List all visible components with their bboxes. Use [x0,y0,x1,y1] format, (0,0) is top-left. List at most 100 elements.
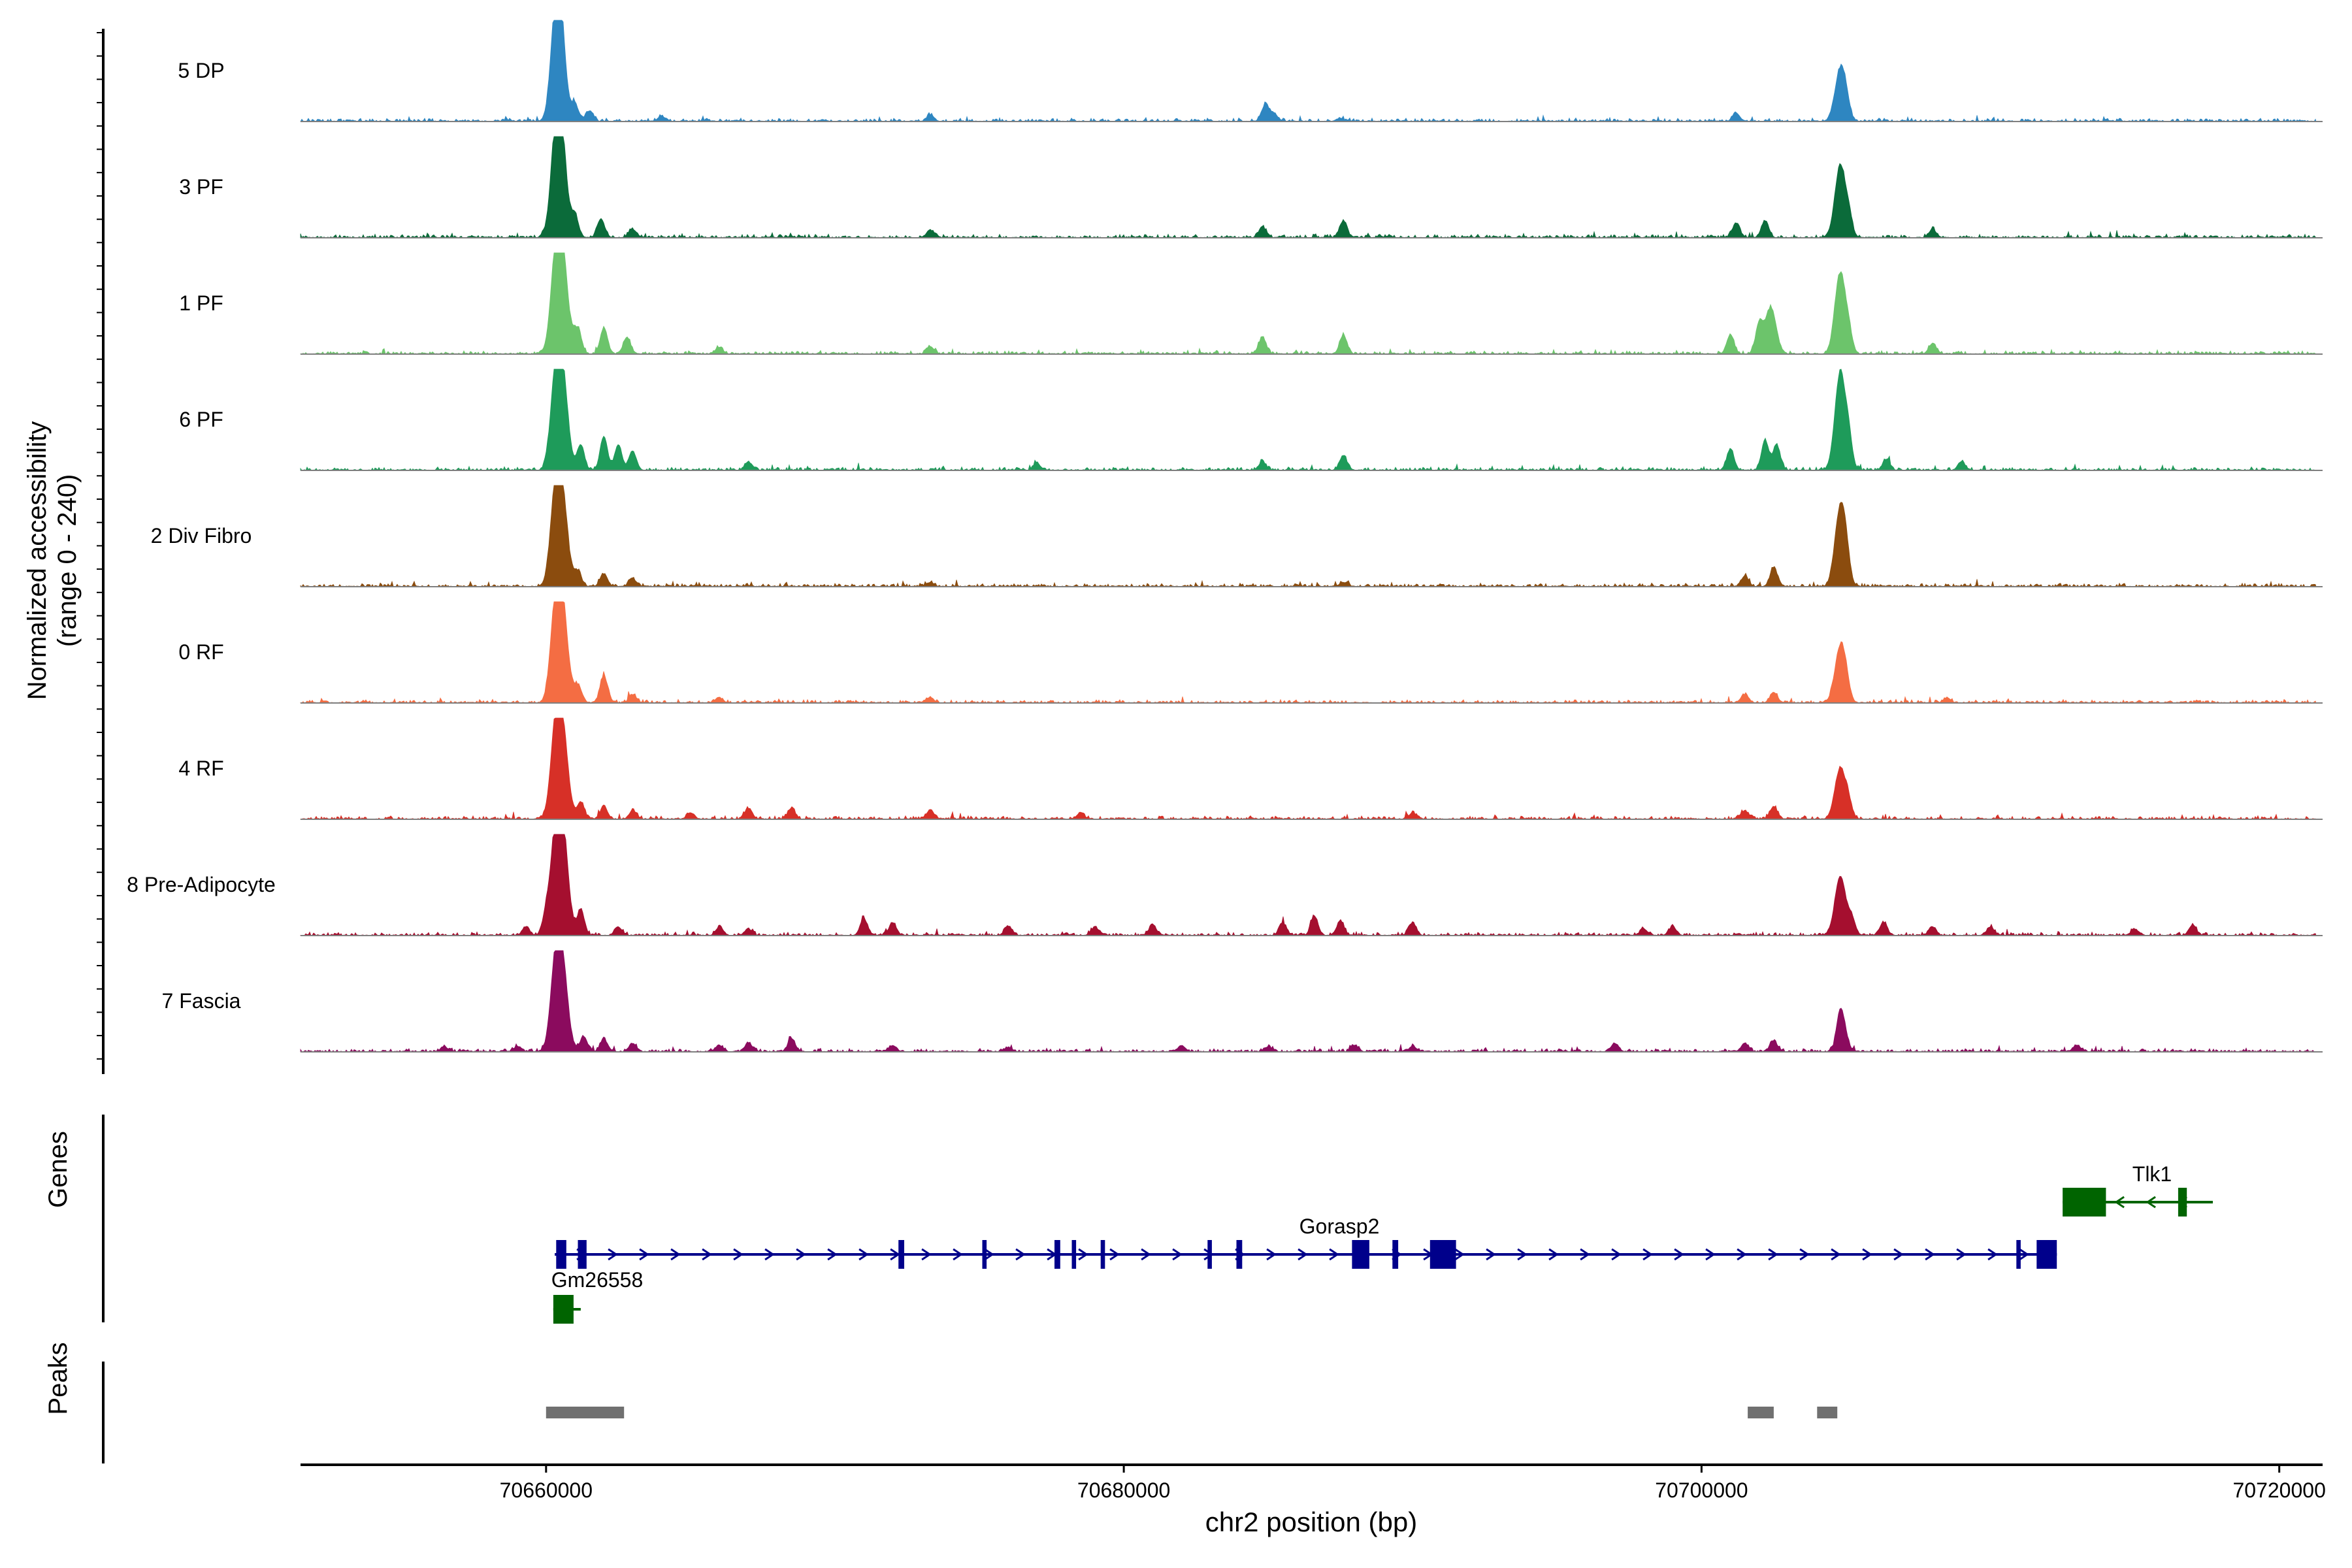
strand-chevron [953,1248,963,1261]
x-tick-label: 70660000 [500,1478,593,1502]
track-4-rf: 4 RF [178,717,2323,820]
strand-chevron [733,1248,743,1261]
track-8-pre-adipocyte: 8 Pre-Adipocyte [127,834,2323,936]
peaks-panel-label: Peaks [44,1342,73,1414]
strand-chevron [670,1248,681,1261]
y-axis-label-line2: (range 0 - 240) [53,474,82,647]
strand-chevron [1203,1248,1214,1261]
strand-chevron [1642,1248,1653,1261]
strand-chevron [2019,1248,2029,1261]
gene-label: Gm26558 [551,1268,644,1292]
track-label: 4 RF [178,757,223,780]
peak-region [1817,1407,1838,1418]
gene-exon [2016,1240,2021,1269]
strand-chevron [1266,1248,1277,1261]
gene-exon [2178,1188,2187,1217]
strand-chevron [1298,1248,1308,1261]
coverage-area [300,601,2317,704]
strand-chevron [608,1248,618,1261]
coverage-area [300,136,2317,238]
strand-chevron [1580,1248,1590,1261]
track-label: 6 PF [179,408,223,431]
x-axis-label: chr2 position (bp) [1205,1507,1418,1537]
strand-chevron [1956,1248,1967,1261]
track-7-fascia: 7 Fascia [162,950,2323,1053]
x-tick-label: 70720000 [2232,1478,2325,1502]
strand-chevron [1109,1248,1120,1261]
gene-tlk1: Tlk1 [2063,1162,2213,1217]
peak-region [546,1407,625,1418]
strand-chevron [2146,1196,2156,1209]
track-6-pf: 6 PF [179,368,2323,471]
strand-chevron [796,1248,806,1261]
track-1-pf: 1 PF [179,252,2323,355]
gene-exon [1071,1240,1077,1269]
track-label: 1 PF [179,291,223,315]
strand-chevron [1987,1248,1998,1261]
strand-chevron [921,1248,932,1261]
strand-chevron [1799,1248,1810,1261]
track-label: 0 RF [178,640,223,664]
strand-chevron [1768,1248,1778,1261]
strand-chevron [1172,1248,1183,1261]
gene-exon [578,1240,587,1269]
gene-exon [1236,1240,1243,1269]
y-axis-label-line1: Normalized accessibility [23,421,52,700]
gene-exon [1429,1240,1456,1269]
gene-exon [2063,1188,2106,1217]
gene-gm26558: Gm26558 [551,1268,644,1324]
strand-chevron [1078,1248,1088,1261]
strand-chevron [1486,1248,1496,1261]
gene-gorasp2: Gorasp2 [555,1215,2057,1269]
strand-chevron [1705,1248,1716,1261]
tracks-y-ticks [97,32,103,1060]
strand-chevron [858,1248,869,1261]
strand-chevron [1548,1248,1559,1261]
gene-exon [982,1240,987,1269]
track-0-rf: 0 RF [178,601,2323,704]
gene-exon [553,1295,574,1324]
strand-chevron [639,1248,649,1261]
coverage-area [300,950,2317,1053]
track-3-pf: 3 PF [179,136,2323,238]
peak-region [1748,1407,1774,1418]
track-label: 8 Pre-Adipocyte [127,873,276,896]
gene-exon [1054,1240,1060,1269]
x-tick-label: 70680000 [1077,1478,1170,1502]
gene-exon [2036,1240,2057,1269]
coverage-area [300,834,2317,936]
strand-chevron [1517,1248,1527,1261]
strand-chevron [1862,1248,1872,1261]
gene-exon [1100,1240,1105,1269]
gene-label: Gorasp2 [1299,1215,1380,1238]
tracks-layer: 5 DP 3 PF 1 PF 6 PF 2 Div Fibro 0 RF 4 RF 8 Pre… [127,20,2323,1053]
strand-chevron [1893,1248,1904,1261]
track-5-dp: 5 DP [178,20,2323,122]
strand-chevron [1329,1248,1339,1261]
coverage-area [300,485,2317,588]
track-label: 7 Fascia [162,989,241,1013]
genes-panel-label: Genes [44,1131,73,1208]
strand-chevron [1831,1248,1841,1261]
gene-exon [556,1240,566,1269]
strand-chevron [1674,1248,1684,1261]
y-axis-label-group: Normalized accessibility (range 0 - 240) [23,421,82,700]
genes-layer: Gorasp2 Tlk1 Gm26558 [551,1162,2213,1324]
coverage-area [300,717,2317,820]
strand-chevron [2114,1196,2125,1209]
gene-exon [1392,1240,1399,1269]
strand-chevron [827,1248,838,1261]
strand-chevron [1737,1248,1747,1261]
track-label: 2 Div Fibro [151,524,252,547]
gene-exon [1207,1240,1212,1269]
gene-exon [898,1240,904,1269]
x-axis-ticks: 70660000 70680000 70700000 70720000 [500,1465,2326,1502]
peaks-layer [546,1407,1838,1418]
track-2-div-fibro: 2 Div Fibro [151,485,2323,588]
strand-chevron [984,1248,994,1261]
strand-chevron [1015,1248,1026,1261]
coverage-area [300,252,2317,355]
strand-chevron [1611,1248,1622,1261]
coverage-area [300,368,2317,471]
